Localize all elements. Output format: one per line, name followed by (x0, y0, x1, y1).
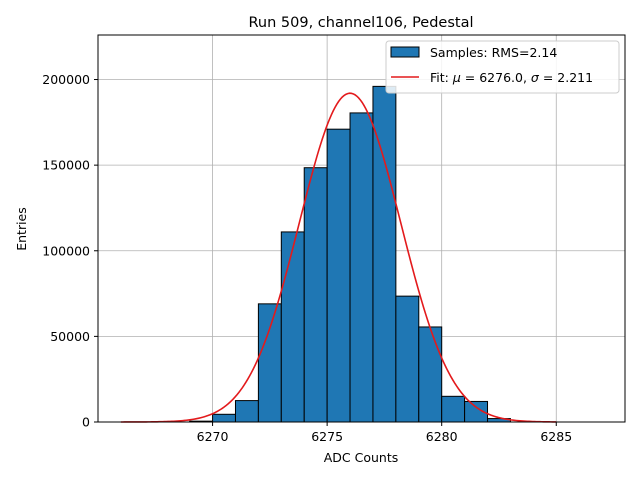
legend-histogram-label: Samples: RMS=2.14 (430, 45, 557, 60)
x-axis-ticks: 6270 6275 6280 6285 (197, 422, 572, 444)
histogram-bar (418, 326, 443, 423)
y-axis-ticks: 0 50000 100000 150000 200000 (42, 72, 98, 430)
y-tick-label: 150000 (42, 158, 90, 173)
legend: Samples: RMS=2.14 Fit: μ = 6276.0, σ = 2… (385, 40, 620, 94)
y-axis-label: Entries (14, 207, 29, 251)
histogram-bar (326, 128, 351, 423)
histogram-bar (441, 395, 466, 423)
histogram-bar (212, 413, 236, 423)
x-tick-label: 6270 (197, 429, 229, 444)
histogram-bar (303, 167, 328, 423)
histogram-bar (234, 400, 259, 423)
y-tick-label: 200000 (42, 72, 90, 87)
histogram-bar (395, 295, 420, 423)
histogram-bars (189, 85, 511, 423)
y-tick-label: 100000 (42, 243, 90, 258)
histogram-bar (280, 231, 305, 423)
y-tick-label: 0 (82, 415, 90, 430)
legend-box (385, 40, 620, 94)
plot-frame (97, 34, 626, 423)
y-tick-label: 50000 (50, 329, 90, 344)
histogram-bar (257, 303, 282, 423)
x-tick-label: 6275 (311, 429, 343, 444)
legend-histogram-swatch (390, 46, 420, 58)
fit-curve (120, 92, 557, 423)
x-tick-label: 6280 (426, 429, 458, 444)
x-axis-label: ADC Counts (324, 450, 399, 465)
legend-fit-label: Fit: μ = 6276.0, σ = 2.211 (430, 70, 593, 85)
histogram-bar (349, 112, 374, 423)
x-tick-label: 6285 (540, 429, 572, 444)
chart-title: Run 509, channel106, Pedestal (248, 15, 473, 31)
